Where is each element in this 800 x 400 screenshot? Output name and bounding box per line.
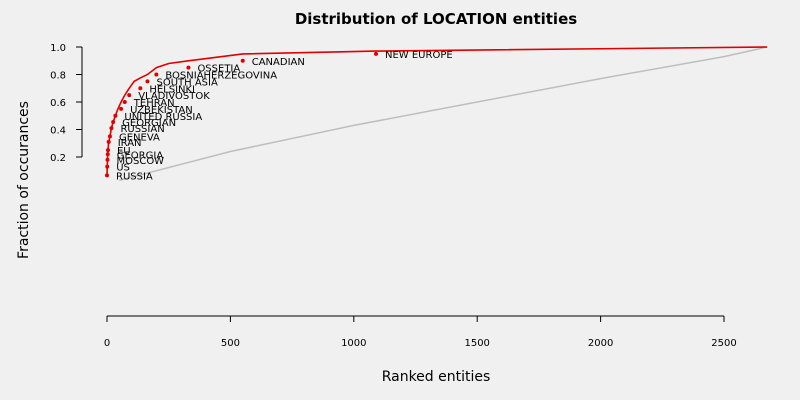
data-point [105,152,110,157]
point-label: US [116,163,130,174]
data-point [374,51,379,56]
data-point [105,164,110,169]
point-label: NEW EUROPE [385,50,453,61]
data-point [109,126,114,131]
y-tick-label: 0.4 [50,126,66,137]
point-label: IRAN [118,138,142,149]
data-point [105,148,110,153]
data-point [145,79,150,84]
chart-title: Distribution of LOCATION entities [295,10,577,28]
data-point [138,86,143,91]
x-tick-label: 1500 [464,338,489,349]
point-label: GEORGIAN [122,118,176,129]
points-layer: RUSSIAUSMOSCOWGEORGIAEUIRANGENEVARUSSIAN… [105,50,453,182]
data-point [240,58,245,63]
data-point [186,65,191,70]
point-label: BOSNIAHERZEGOVINA [165,71,277,82]
x-tick-label: 1000 [341,338,366,349]
point-label: GEORGIA [117,150,164,161]
reference-line [119,46,768,182]
point-label: OSSETIA [197,64,240,75]
y-axis-title: Fraction of occurances [16,101,32,259]
data-point [107,134,112,139]
y-tick-label: 0.8 [50,71,66,82]
x-tick-label: 2500 [711,338,736,349]
point-label: RUSSIAN [120,124,164,135]
data-point [119,106,124,111]
x-tick-label: 0 [104,338,110,349]
x-tick-label: 2000 [588,338,613,349]
y-tick-label: 0.6 [50,98,66,109]
data-point [113,113,118,118]
point-label: TEHRAN [133,98,175,109]
data-point [105,157,110,162]
data-point [105,173,109,178]
data-point [127,93,132,98]
point-label: VLADIVOSTOK [138,91,210,102]
data-point [122,100,127,104]
x-tick-label: 500 [221,338,240,349]
axes: 0 500 1000 1500 2000 2500 0.2 0.4 0.6 0.8 1.0 [50,43,737,349]
data-point [111,119,116,124]
x-axis-title: Ranked entities [382,369,491,385]
point-label: UZBEKISTAN [130,105,193,116]
point-label: HELSINKI [149,84,195,95]
point-label: GENEVA [119,132,160,143]
y-tick-label: 0.2 [50,153,66,164]
point-label: EU [117,146,131,157]
point-label: SOUTH ASIA [156,77,217,88]
data-point [154,72,159,77]
data-point [106,139,111,144]
point-label: RUSSIA [116,171,153,182]
point-label: UNITED RUSSIA [124,112,202,123]
point-label: MOSCOW [116,156,164,167]
point-label: CANADIAN [252,57,305,68]
y-tick-label: 1.0 [50,43,66,54]
